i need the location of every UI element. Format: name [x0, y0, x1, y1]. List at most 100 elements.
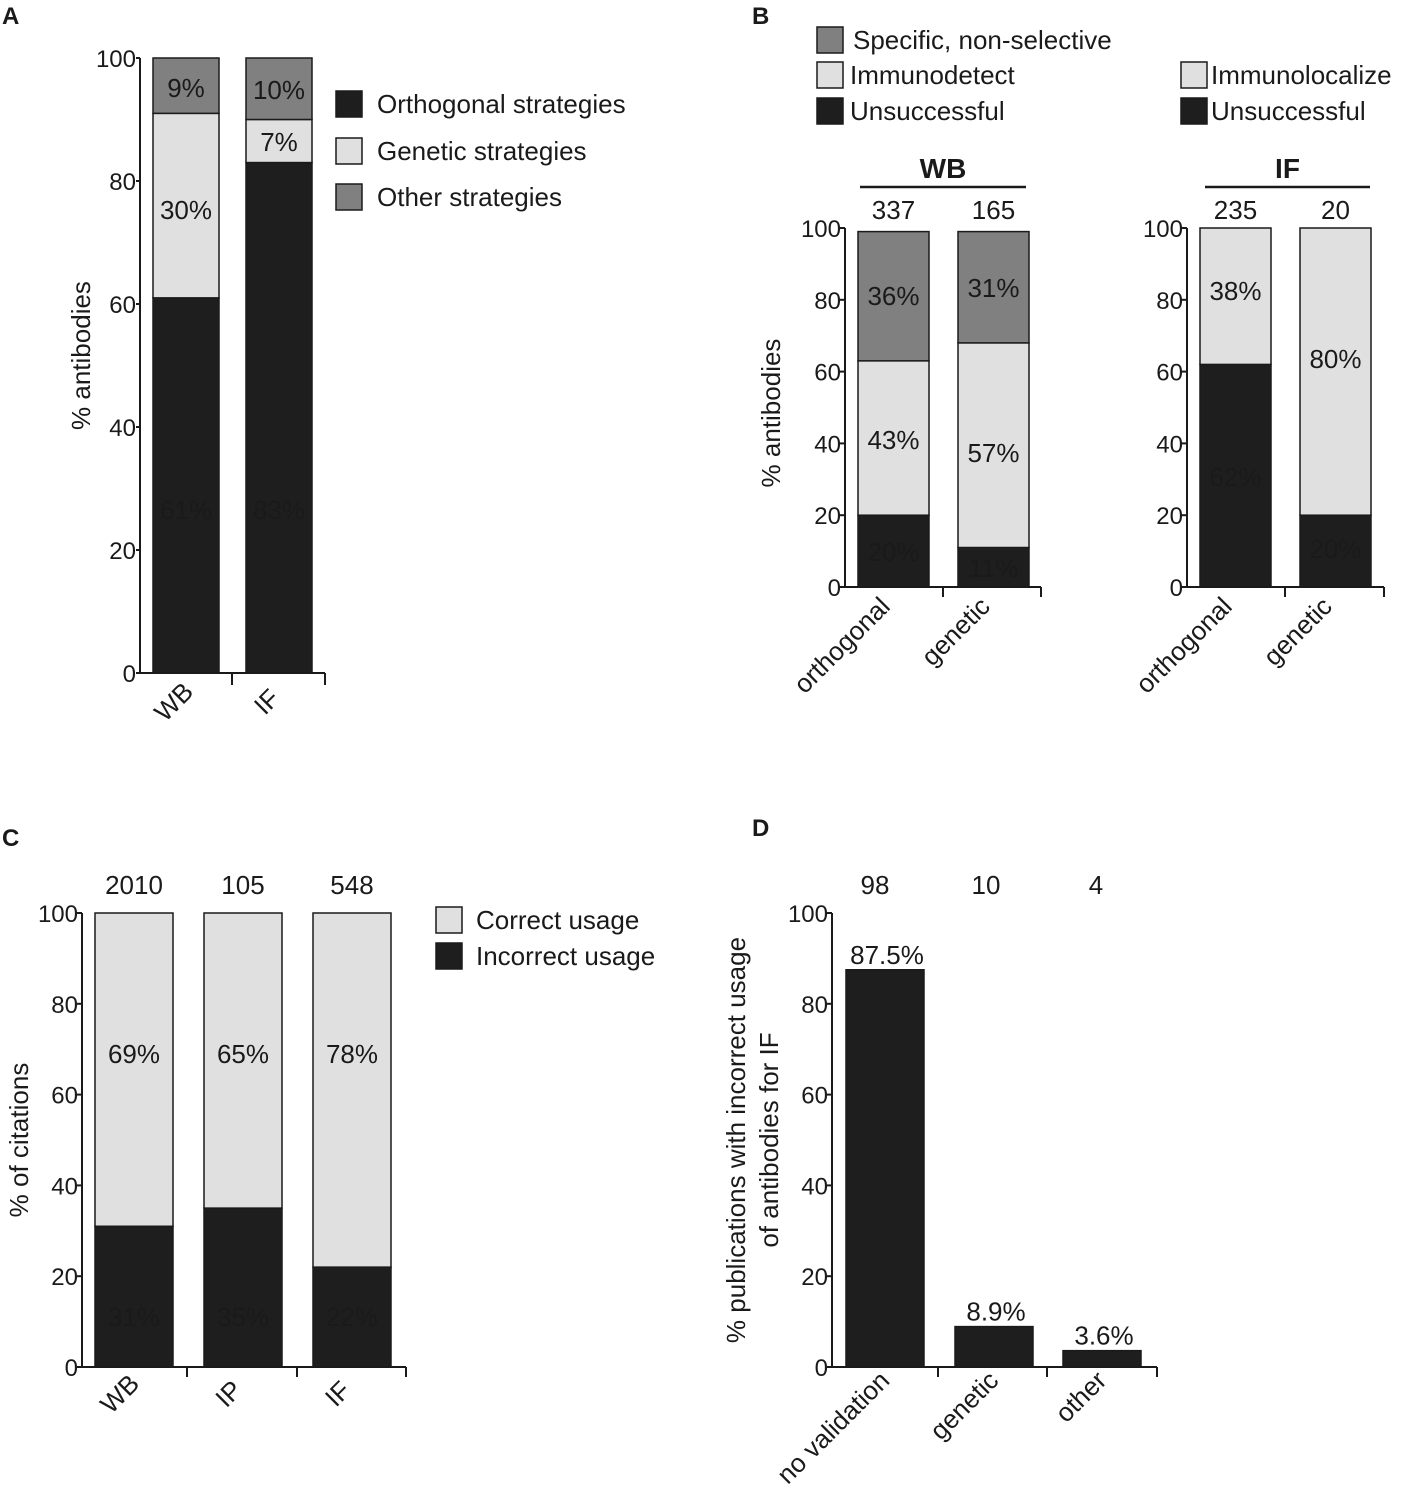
bar-ip — [203, 912, 283, 1368]
y-tick-label: 60 — [51, 1083, 78, 1110]
legend-swatch — [335, 90, 363, 118]
y-tick-label: 100 — [801, 216, 841, 243]
y-tick-label: 40 — [1156, 431, 1183, 458]
legend-label: Immunodetect — [850, 60, 1016, 90]
segment-label: 31% — [108, 1302, 160, 1332]
segment-label: 80% — [1309, 344, 1361, 374]
bar-if — [245, 57, 313, 674]
legend-swatch — [816, 97, 844, 125]
x-category-label: other — [1049, 1365, 1112, 1428]
y-tick-label: 0 — [65, 1355, 78, 1382]
y-tick-label: 40 — [814, 431, 841, 458]
x-category-label: genetic — [924, 1365, 1004, 1445]
bar-no-validation — [845, 969, 925, 1368]
segment-label: 43% — [867, 425, 919, 455]
count-label: 10 — [972, 870, 1001, 900]
count-label: 548 — [330, 870, 373, 900]
y-tick-label: 80 — [51, 992, 78, 1019]
y-tick-label: 100 — [38, 901, 78, 928]
bar-genetic — [957, 230, 1030, 588]
y-tick-label: 80 — [801, 992, 828, 1019]
y-tick-label: 80 — [109, 169, 136, 196]
group-title: IF — [1275, 153, 1300, 184]
legend-swatch — [816, 26, 844, 54]
bar-segment — [245, 57, 313, 121]
x-category-label: WB — [94, 1368, 145, 1419]
group-if: 0 20 40 60 80 100 IF 235 62% 38% orthogonal 20 20% 80… — [1130, 153, 1385, 699]
legend-label: Unsuccessful — [1211, 96, 1366, 126]
bar-segment — [152, 57, 220, 115]
y-axis-title-line-1: % publications with incorrect usage — [721, 937, 751, 1343]
legend-label: Other strategies — [377, 182, 562, 212]
x-category-label: genetic — [1257, 591, 1337, 671]
panel-label-c: C — [2, 825, 19, 852]
segment-label: 65% — [217, 1039, 269, 1069]
segment-label: 36% — [867, 281, 919, 311]
y-tick-label: 40 — [51, 1173, 78, 1200]
legend-swatch — [335, 183, 363, 211]
count-label: 4 — [1089, 870, 1103, 900]
legend-swatch — [1180, 61, 1208, 89]
x-category-label: WB — [148, 676, 199, 727]
y-tick-label: 60 — [801, 1083, 828, 1110]
bar-segment — [1299, 227, 1372, 516]
legend-swatch — [816, 61, 844, 89]
segment-label: 9% — [167, 73, 205, 103]
y-tick-label: 60 — [1156, 360, 1183, 387]
segment-label: 31% — [967, 273, 1019, 303]
bar-segment — [1299, 514, 1372, 588]
legend-label: Unsuccessful — [850, 96, 1005, 126]
segment-label: 22% — [326, 1302, 378, 1332]
count-label: 337 — [872, 195, 915, 225]
legend-label: Orthogonal strategies — [377, 89, 626, 119]
count-label: 105 — [221, 870, 264, 900]
legend-a: Orthogonal strategies Genetic strategies O… — [335, 89, 626, 212]
legend-b: Specific, non-selective Immunodetect Unsuc… — [816, 25, 1392, 126]
panel-c: C 0 20 40 60 80 100 % of citations 2010 31% 69% WB 1… — [2, 825, 655, 1419]
segment-label: 57% — [967, 438, 1019, 468]
bar-segment — [312, 912, 392, 1268]
segment-label: 62% — [1209, 462, 1261, 492]
bar-genetic — [954, 1325, 1034, 1368]
y-axis-title: % antibodies — [66, 281, 96, 430]
y-tick-label: 20 — [814, 503, 841, 530]
legend-label: Specific, non-selective — [853, 25, 1112, 55]
segment-label: 7% — [260, 127, 298, 157]
y-tick-label: 80 — [1156, 288, 1183, 315]
panel-d: D 0 20 40 60 80 100 % publications with incorre… — [721, 815, 1158, 1489]
panel-b: B Specific, non-selective Immunodetect Unsu… — [752, 3, 1392, 699]
segment-label: 30% — [160, 195, 212, 225]
value-label: 3.6% — [1074, 1321, 1133, 1351]
y-tick-label: 40 — [801, 1173, 828, 1200]
segment-label: 10% — [253, 75, 305, 105]
bar-wb — [94, 912, 174, 1368]
bar-segment — [203, 1207, 283, 1368]
legend-label: Immunolocalize — [1211, 60, 1392, 90]
count-label: 165 — [972, 195, 1015, 225]
x-category-label: orthogonal — [1130, 591, 1238, 699]
y-tick-label: 60 — [109, 292, 136, 319]
panel-label-a: A — [2, 3, 19, 30]
bar-genetic — [1299, 227, 1372, 588]
y-tick-label: 0 — [1170, 575, 1183, 602]
segment-label: 20% — [867, 537, 919, 567]
y-tick-label: 80 — [814, 288, 841, 315]
segment-label: 35% — [217, 1302, 269, 1332]
bar-segment — [245, 118, 313, 164]
segment-label: 69% — [108, 1039, 160, 1069]
bar-segment — [957, 230, 1030, 344]
y-tick-label: 0 — [828, 575, 841, 602]
x-category-label: IP — [209, 1374, 248, 1413]
value-label: 87.5% — [850, 940, 924, 970]
y-tick-label: 60 — [814, 360, 841, 387]
x-category-label: orthogonal — [788, 591, 896, 699]
bar-segment — [152, 297, 220, 674]
bar-segment — [857, 360, 930, 516]
x-category-label: IF — [319, 1375, 357, 1413]
y-tick-label: 0 — [123, 661, 136, 688]
legend-label: Genetic strategies — [377, 136, 587, 166]
panel-label-d: D — [752, 815, 769, 842]
panel-label-b: B — [752, 3, 769, 30]
